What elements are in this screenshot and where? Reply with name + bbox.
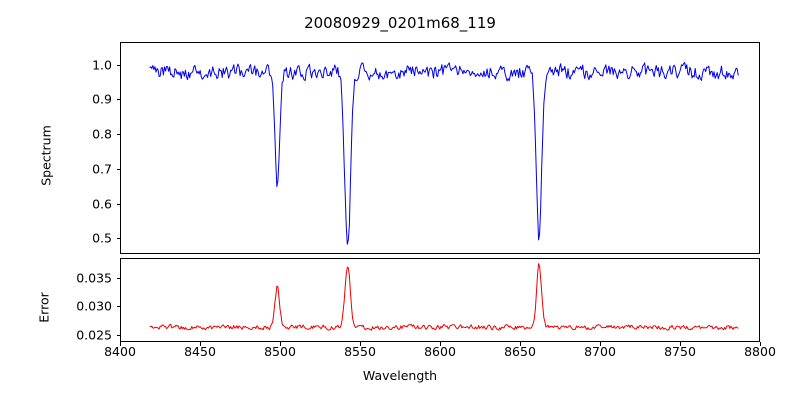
- x-tick-mark-8800: [760, 342, 761, 346]
- x-tick-mark-8400: [120, 342, 121, 346]
- x-tick-label-8500: 8500: [264, 344, 296, 359]
- y-axis-label-spectrum: Spectrum: [38, 125, 54, 186]
- x-tick-mark-8650: [520, 342, 521, 346]
- y-tick-mark-spectrum-1: [116, 203, 120, 205]
- y-tick-mark-error-2: [116, 277, 120, 279]
- spectrum-axes: [120, 42, 760, 254]
- x-tick-mark-8700: [600, 342, 601, 346]
- error-axes: [120, 258, 760, 342]
- y-tick-label-spectrum-1: 0.6: [92, 196, 112, 212]
- x-axis-label-wavelength: Wavelength: [362, 368, 438, 383]
- y-tick-label-error-0: 0.025: [76, 327, 112, 343]
- x-tick-mark-8500: [280, 342, 281, 346]
- x-tick-mark-8550: [360, 342, 361, 346]
- x-tick-label-8600: 8600: [424, 344, 456, 359]
- y-tick-mark-error-0: [116, 334, 120, 336]
- y-tick-label-spectrum-2: 0.7: [92, 161, 112, 177]
- y-tick-mark-spectrum-4: [116, 99, 120, 101]
- x-tick-label-8400: 8400: [104, 344, 136, 359]
- x-tick-mark-8750: [680, 342, 681, 346]
- y-tick-label-spectrum-0: 0.5: [92, 230, 112, 246]
- x-tick-label-8800: 8800: [744, 344, 776, 359]
- y-tick-mark-spectrum-5: [116, 64, 120, 66]
- y-tick-label-spectrum-3: 0.8: [92, 126, 112, 142]
- y-axis-label-error: Error: [36, 292, 52, 323]
- y-tick-label-error-1: 0.030: [76, 298, 112, 314]
- y-tick-mark-spectrum-3: [116, 134, 120, 136]
- error-line-series: [121, 259, 759, 341]
- y-tick-mark-spectrum-2: [116, 168, 120, 170]
- x-tick-label-8700: 8700: [584, 344, 616, 359]
- spectrum-line-series: [121, 43, 759, 253]
- x-tick-label-8650: 8650: [504, 344, 536, 359]
- y-tick-label-spectrum-5: 1.0: [92, 57, 112, 73]
- x-tick-label-8750: 8750: [664, 344, 696, 359]
- y-tick-mark-error-1: [116, 306, 120, 308]
- x-tick-mark-8600: [440, 342, 441, 346]
- y-tick-mark-spectrum-0: [116, 238, 120, 240]
- x-tick-mark-8450: [200, 342, 201, 346]
- y-tick-label-error-2: 0.035: [76, 270, 112, 286]
- x-tick-label-8450: 8450: [184, 344, 216, 359]
- x-tick-label-8550: 8550: [344, 344, 376, 359]
- figure-title: 20080929_0201m68_119: [304, 14, 496, 32]
- y-tick-label-spectrum-4: 0.9: [92, 91, 112, 107]
